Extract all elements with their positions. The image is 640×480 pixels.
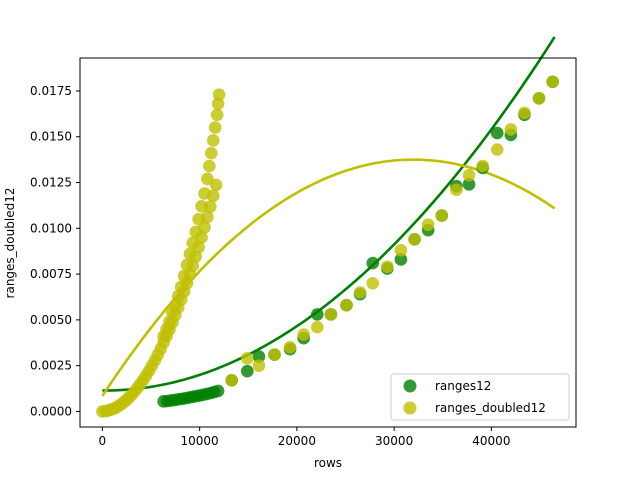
point-ranges-doubled12-77 bbox=[421, 218, 435, 231]
point-ranges12-32 bbox=[462, 178, 476, 191]
point-ranges12-16 bbox=[240, 364, 254, 378]
point-ranges-doubled12-75 bbox=[394, 243, 408, 257]
data-points bbox=[96, 75, 559, 418]
point-ranges-doubled12-46 bbox=[203, 159, 216, 173]
point-ranges12-34 bbox=[490, 126, 504, 140]
point-ranges12-25 bbox=[366, 256, 380, 270]
x-tick-label: 0 bbox=[99, 434, 107, 448]
point-ranges-doubled12-66 bbox=[268, 348, 281, 361]
point-ranges-doubled12-44 bbox=[206, 134, 220, 147]
point-ranges-doubled12-48 bbox=[198, 187, 211, 200]
x-tick-label: 40000 bbox=[472, 434, 510, 448]
point-ranges-doubled12-39 bbox=[209, 178, 223, 192]
point-ranges12-27 bbox=[394, 253, 408, 266]
point-ranges-doubled12-53 bbox=[183, 247, 197, 261]
x-tick-label: 10000 bbox=[181, 434, 219, 448]
point-ranges-doubled12-74 bbox=[381, 260, 394, 274]
point-ranges-doubled12-73 bbox=[366, 276, 380, 290]
y-tick-label: 0.0050 bbox=[30, 313, 72, 327]
y-axis-ticks: 0.0000 0.0025 0.0050 0.0075 0.0100 0.0125 0.01… bbox=[30, 84, 80, 418]
legend: ranges12 ranges_doubled12 bbox=[390, 373, 570, 421]
point-ranges-doubled12-71 bbox=[340, 298, 353, 312]
point-ranges-doubled12-70 bbox=[324, 308, 338, 321]
x-axis-ticks: 0 10000 20000 30000 40000 bbox=[99, 427, 510, 448]
y-tick-label: 0.0175 bbox=[30, 84, 72, 98]
point-ranges-doubled12-50 bbox=[192, 212, 205, 226]
point-ranges-doubled12-43 bbox=[208, 121, 222, 134]
point-ranges-doubled12-83 bbox=[504, 123, 518, 136]
point-ranges-doubled12-51 bbox=[189, 225, 203, 239]
legend-marker-ranges12 bbox=[403, 379, 417, 393]
point-ranges-doubled12-42 bbox=[210, 108, 224, 122]
y-tick-label: 0.0075 bbox=[30, 267, 72, 281]
point-ranges-doubled12-69 bbox=[311, 320, 324, 334]
plot-area-frame bbox=[79, 57, 577, 428]
point-ranges-doubled12-78 bbox=[435, 209, 449, 222]
point-ranges-doubled12-79 bbox=[450, 183, 463, 197]
point-ranges-doubled12-72 bbox=[353, 286, 367, 299]
point-ranges-doubled12-45 bbox=[204, 146, 218, 160]
y-axis-label: ranges_doubled12 bbox=[3, 188, 17, 299]
point-ranges-doubled12-40 bbox=[212, 88, 226, 101]
point-ranges12-17 bbox=[252, 350, 266, 363]
point-ranges-doubled12-49 bbox=[195, 200, 208, 213]
y-tick-label: 0.0100 bbox=[30, 221, 72, 235]
point-ranges-doubled12-67 bbox=[283, 341, 297, 354]
legend-marker-ranges-doubled12 bbox=[403, 401, 417, 415]
legend-label-ranges-doubled12: ranges_doubled12 bbox=[435, 401, 546, 415]
point-ranges-doubled12-47 bbox=[201, 172, 214, 186]
legend-frame bbox=[390, 373, 570, 421]
point-ranges-doubled12-62 bbox=[157, 330, 170, 343]
point-ranges-doubled12-86 bbox=[546, 75, 559, 89]
y-tick-label: 0.0000 bbox=[30, 404, 72, 418]
point-ranges-doubled12-63 bbox=[225, 374, 239, 387]
point-ranges-doubled12-41 bbox=[211, 97, 225, 111]
legend-label-ranges12: ranges12 bbox=[435, 379, 491, 393]
x-axis-label: rows bbox=[314, 456, 342, 470]
x-tick-label: 20000 bbox=[278, 434, 316, 448]
fit-line-ranges12 bbox=[102, 36, 556, 392]
y-tick-label: 0.0150 bbox=[30, 130, 72, 144]
y-tick-label: 0.0125 bbox=[30, 176, 72, 190]
point-ranges-doubled12-76 bbox=[408, 233, 421, 246]
point-ranges-doubled12-55 bbox=[177, 269, 191, 283]
point-ranges12-21 bbox=[311, 308, 324, 321]
point-ranges-doubled12-52 bbox=[186, 236, 200, 250]
point-ranges-doubled12-54 bbox=[180, 258, 194, 272]
point-ranges-doubled12-80 bbox=[462, 168, 476, 182]
point-ranges-doubled12-65 bbox=[252, 359, 266, 372]
x-tick-label: 30000 bbox=[375, 434, 413, 448]
point-ranges-doubled12-84 bbox=[518, 106, 531, 120]
point-ranges12-14 bbox=[211, 384, 225, 398]
point-ranges-doubled12-81 bbox=[476, 159, 489, 173]
y-tick-label: 0.0025 bbox=[30, 359, 72, 373]
point-ranges-doubled12-85 bbox=[532, 91, 546, 105]
point-ranges-doubled12-82 bbox=[490, 143, 504, 156]
point-ranges-doubled12-68 bbox=[297, 328, 310, 341]
point-ranges-doubled12-64 bbox=[240, 352, 254, 365]
